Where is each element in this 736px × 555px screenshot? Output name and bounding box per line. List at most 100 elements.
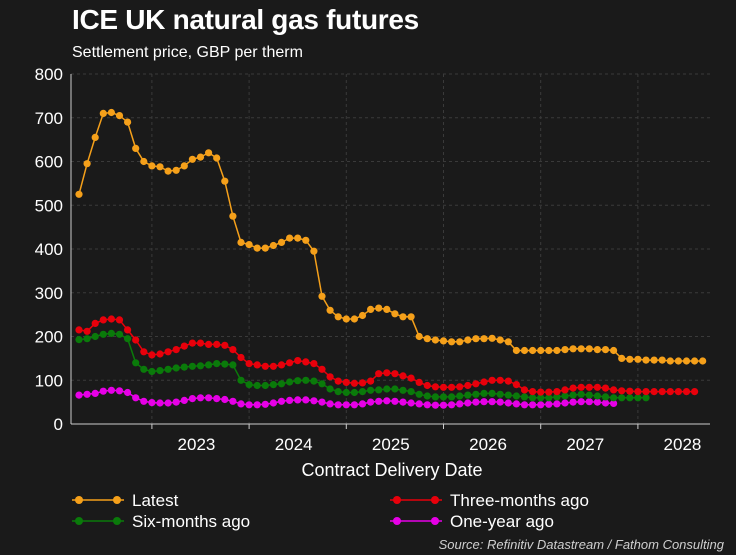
data-point <box>585 398 593 406</box>
data-point <box>626 394 634 402</box>
data-point <box>650 356 658 364</box>
data-point <box>601 346 610 354</box>
data-point <box>172 364 180 372</box>
data-point <box>529 388 537 396</box>
legend-item: Six-months ago <box>72 512 250 531</box>
data-point <box>367 386 375 394</box>
data-point <box>221 177 229 185</box>
data-point <box>277 238 286 246</box>
data-point <box>140 157 148 166</box>
x-tick-label: 2023 <box>178 435 216 454</box>
data-point <box>205 394 213 402</box>
data-point <box>642 394 650 402</box>
data-point <box>221 360 229 368</box>
data-point <box>124 326 132 334</box>
data-point <box>561 386 569 394</box>
data-point <box>529 401 537 409</box>
data-point <box>326 373 334 381</box>
data-point <box>318 398 326 406</box>
data-point <box>577 390 585 398</box>
data-point <box>180 363 188 371</box>
data-point <box>383 369 391 377</box>
data-point <box>448 338 456 346</box>
data-point <box>553 400 561 408</box>
data-point <box>245 241 253 249</box>
legend-swatch-marker <box>113 496 121 504</box>
data-point <box>253 244 261 252</box>
data-point <box>480 389 488 397</box>
data-point <box>383 305 391 313</box>
data-point <box>553 393 561 401</box>
data-point <box>545 400 553 408</box>
data-point <box>537 401 545 409</box>
data-point <box>529 346 537 355</box>
data-point <box>342 378 350 386</box>
data-point <box>221 395 229 404</box>
data-point <box>520 386 529 394</box>
y-tick-label: 0 <box>54 415 63 434</box>
data-point <box>407 374 415 382</box>
data-point <box>132 394 140 402</box>
data-point <box>399 398 407 406</box>
data-point <box>391 385 399 393</box>
data-point <box>196 394 205 402</box>
data-point <box>537 388 545 396</box>
data-point <box>610 399 618 407</box>
data-point <box>431 393 439 401</box>
data-point <box>286 359 294 367</box>
data-point <box>294 396 302 404</box>
x-axis-label: Contract Delivery Date <box>301 460 482 480</box>
data-point <box>269 399 277 407</box>
data-point <box>172 166 180 174</box>
data-point <box>188 362 196 370</box>
data-point <box>553 388 561 396</box>
y-tick-label: 600 <box>35 153 63 172</box>
data-point <box>561 392 569 400</box>
series-line <box>78 111 703 362</box>
data-point <box>358 379 367 387</box>
data-point <box>172 398 180 406</box>
data-point <box>188 339 196 347</box>
data-point <box>415 400 423 408</box>
data-point <box>512 346 521 355</box>
data-point <box>196 362 205 370</box>
data-point <box>375 386 383 394</box>
data-point <box>107 386 115 394</box>
data-point <box>699 357 707 365</box>
x-tick-labels: 2023 2024 2025 2026 2027 2028 <box>178 435 702 454</box>
data-point <box>464 336 472 344</box>
data-point <box>399 372 407 380</box>
legend-item: Latest <box>72 491 179 510</box>
data-point <box>634 388 642 396</box>
data-point <box>480 335 488 343</box>
data-point <box>115 316 124 324</box>
data-point <box>164 167 172 175</box>
x-tick-label: 2028 <box>664 435 702 454</box>
data-point <box>245 401 253 409</box>
data-point <box>610 386 618 394</box>
data-point <box>91 332 99 341</box>
data-point <box>391 397 399 405</box>
data-point <box>601 399 610 407</box>
y-tick-label: 200 <box>35 328 63 347</box>
data-point <box>237 238 245 246</box>
data-point <box>261 400 269 408</box>
data-point <box>383 385 391 393</box>
data-point <box>626 355 634 363</box>
y-tick-label: 300 <box>35 284 63 303</box>
y-tick-labels: 0 100 200 300 400 500 600 700 800 <box>35 65 63 434</box>
data-point <box>585 383 593 391</box>
data-point <box>334 388 342 396</box>
data-point <box>334 401 342 409</box>
data-point <box>658 356 666 364</box>
series-three-months-ago <box>75 315 699 396</box>
data-point <box>164 365 172 373</box>
data-point <box>318 365 326 373</box>
data-point <box>545 394 553 402</box>
data-point <box>658 388 666 396</box>
data-point <box>286 378 294 386</box>
data-point <box>569 384 577 392</box>
legend-swatch-marker <box>75 496 83 504</box>
legend-swatch-marker <box>75 517 83 525</box>
data-point <box>124 118 132 126</box>
